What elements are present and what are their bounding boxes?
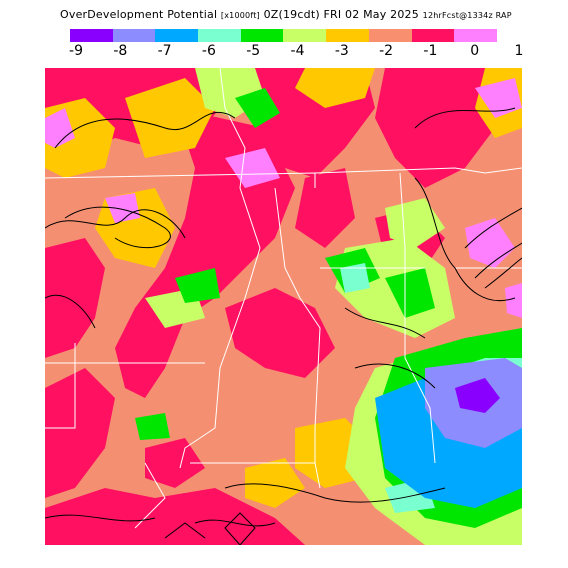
- legend-label: 1: [514, 43, 524, 59]
- legend-label: -4: [290, 43, 305, 59]
- legend-label: -8: [113, 43, 128, 59]
- legend-swatch: [70, 29, 113, 42]
- legend-swatch: [198, 29, 241, 42]
- legend-label: -3: [334, 43, 349, 59]
- forecast-map: [45, 68, 522, 545]
- title-model: 12hrFcst@1334z RAP: [422, 11, 512, 20]
- legend-label: 0: [470, 43, 480, 59]
- legend-label: -9: [69, 43, 83, 59]
- legend-swatch: [112, 29, 156, 42]
- black-contours: [45, 107, 522, 545]
- legend-swatch: [240, 29, 284, 42]
- title-units: [x1000ft]: [220, 11, 260, 20]
- legend-swatch: [454, 29, 497, 42]
- legend-swatch: [155, 29, 199, 42]
- legend-label: -2: [379, 43, 394, 59]
- map-title: OverDevelopment Potential [x1000ft] 0Z(1…: [60, 8, 512, 21]
- legend-label: -6: [201, 43, 216, 59]
- legend-swatch: [283, 29, 327, 42]
- legend-swatch: [326, 29, 369, 42]
- legend-label: -7: [157, 43, 172, 59]
- field-zero: [45, 78, 522, 318]
- color-legend: [70, 29, 497, 42]
- title-valid: 0Z(19cdt) FRI 02 May 2025: [263, 8, 419, 21]
- map-panel: [45, 68, 522, 545]
- legend-label: -1: [423, 43, 438, 59]
- field-minus9: [455, 378, 500, 413]
- state-boundaries: [45, 68, 522, 529]
- legend-label: -5: [246, 43, 261, 59]
- legend-labels: -9 -8 -7 -6 -5 -4 -3 -2 -1 0 1: [60, 43, 530, 59]
- legend-swatch: [368, 29, 412, 42]
- title-product: OverDevelopment Potential: [60, 8, 218, 21]
- legend-swatch: [411, 29, 455, 42]
